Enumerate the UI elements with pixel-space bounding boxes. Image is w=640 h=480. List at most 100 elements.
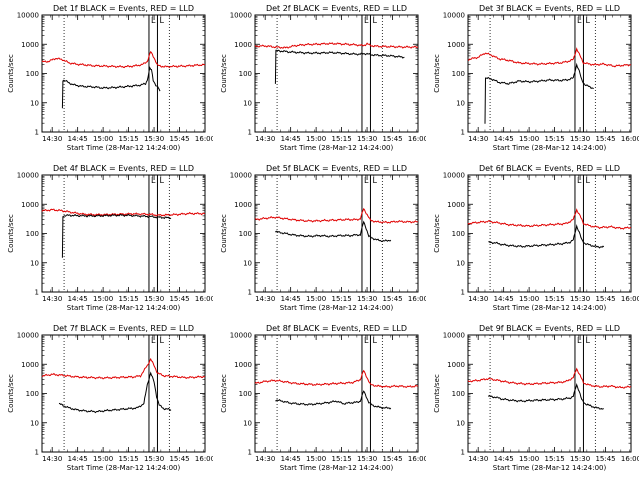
y-tick-label: 100	[452, 230, 465, 238]
plot-frame	[467, 14, 632, 133]
y-tick-label: 1000	[21, 361, 39, 369]
interval-marker-label: L	[151, 16, 156, 25]
lld-series-line	[467, 208, 632, 230]
x-tick-label: 15:45	[382, 135, 402, 143]
chart-panel-4: Det 4f BLACK = Events, RED = LLD 1 10 100 10…	[7, 164, 213, 312]
x-tick-label: 15:15	[545, 135, 565, 143]
x-tick-label: 14:30	[42, 135, 62, 143]
y-axis-label: Counts/sec	[433, 54, 441, 93]
events-series-line	[275, 390, 392, 410]
events-series-line	[275, 220, 392, 242]
y-tick-label: 10	[243, 259, 252, 267]
lld-series-line	[254, 42, 419, 49]
interval-marker-label: L	[364, 16, 369, 25]
x-tick-label: 15:00	[93, 455, 113, 463]
y-tick-label: 1000	[447, 201, 465, 209]
events-series-line	[488, 224, 605, 249]
chart-panel-3: Det 3f BLACK = Events, RED = LLD 1 10 100 10…	[433, 4, 639, 152]
y-tick-label: 10	[30, 419, 39, 427]
interval-marker-label: L	[159, 16, 164, 25]
x-tick-label: 15:30	[144, 295, 164, 303]
lld-series-line	[467, 367, 631, 389]
plot-frame	[254, 174, 419, 293]
chart-title: Det 3f BLACK = Events, RED = LLD	[479, 4, 620, 13]
y-tick-label: 10000	[17, 332, 39, 340]
x-tick-label: 16:00	[621, 455, 639, 463]
chart-panel-2: Det 2f BLACK = Events, RED = LLD 1 10 100 10…	[220, 4, 426, 152]
x-tick-label: 15:30	[144, 135, 164, 143]
interval-marker-label: L	[151, 176, 156, 185]
events-series-line	[61, 213, 172, 258]
chart-title: Det 7f BLACK = Events, RED = LLD	[53, 324, 194, 333]
x-tick-label: 15:15	[119, 295, 139, 303]
y-tick-label: 1000	[234, 361, 252, 369]
x-tick-label: 15:45	[595, 295, 615, 303]
y-tick-label: 10	[456, 259, 465, 267]
y-tick-label: 1	[461, 129, 465, 137]
y-tick-label: 100	[26, 390, 39, 398]
x-tick-label: 14:45	[494, 295, 514, 303]
lld-series-line	[41, 357, 206, 380]
x-tick-label: 16:00	[195, 455, 213, 463]
x-tick-label: 15:45	[595, 135, 615, 143]
y-tick-label: 1	[35, 449, 39, 457]
y-tick-label: 10000	[230, 332, 252, 340]
y-axis-label: Counts/sec	[220, 54, 228, 93]
y-tick-label: 1	[248, 129, 252, 137]
x-tick-label: 15:30	[570, 135, 590, 143]
y-tick-label: 100	[452, 70, 465, 78]
x-tick-label: 16:00	[408, 455, 426, 463]
plot-frame	[254, 334, 419, 453]
interval-marker-label: L	[577, 176, 582, 185]
x-tick-label: 15:15	[332, 295, 352, 303]
x-tick-label: 14:30	[468, 135, 488, 143]
y-tick-label: 10000	[17, 172, 39, 180]
x-tick-label: 14:45	[68, 455, 88, 463]
x-tick-label: 15:15	[332, 455, 352, 463]
y-tick-label: 10000	[443, 12, 465, 20]
x-tick-label: 15:15	[119, 135, 139, 143]
x-tick-label: 14:30	[255, 295, 275, 303]
x-axis-label: Start Time (28-Mar-12 14:24:00)	[493, 304, 607, 312]
interval-marker-label: L	[585, 176, 590, 185]
x-tick-label: 15:45	[382, 455, 402, 463]
plot-frame	[254, 14, 419, 133]
y-tick-label: 1000	[21, 201, 39, 209]
x-tick-label: 15:30	[570, 455, 590, 463]
x-tick-label: 15:45	[169, 135, 189, 143]
plot-frame	[467, 334, 632, 453]
y-axis-label: Counts/sec	[7, 374, 15, 413]
x-axis-label: Start Time (28-Mar-12 14:24:00)	[67, 144, 181, 152]
x-tick-label: 15:45	[169, 455, 189, 463]
x-tick-label: 14:30	[468, 295, 488, 303]
x-tick-label: 14:45	[281, 295, 301, 303]
x-tick-label: 15:45	[169, 295, 189, 303]
y-tick-label: 1	[461, 289, 465, 297]
y-axis-label: Counts/sec	[7, 214, 15, 253]
x-axis-label: Start Time (28-Mar-12 14:24:00)	[280, 464, 394, 472]
y-tick-label: 1000	[447, 41, 465, 49]
x-tick-label: 16:00	[621, 135, 639, 143]
y-axis-label: Counts/sec	[220, 374, 228, 413]
interval-marker-label: L	[372, 16, 377, 25]
interval-marker-label: L	[372, 336, 377, 345]
y-tick-label: 1000	[234, 41, 252, 49]
x-tick-label: 14:45	[494, 455, 514, 463]
y-tick-label: 10	[243, 99, 252, 107]
interval-marker-label: L	[151, 336, 156, 345]
y-tick-label: 100	[239, 390, 252, 398]
x-tick-label: 15:45	[595, 455, 615, 463]
events-series-line	[484, 62, 594, 124]
interval-marker-label: L	[364, 176, 369, 185]
x-tick-label: 15:15	[545, 455, 565, 463]
y-axis-label: Counts/sec	[433, 214, 441, 253]
y-tick-label: 100	[452, 390, 465, 398]
x-tick-label: 14:45	[68, 295, 88, 303]
x-tick-label: 16:00	[195, 135, 213, 143]
events-series-line	[274, 49, 405, 84]
x-tick-label: 15:15	[545, 295, 565, 303]
x-tick-label: 15:30	[357, 135, 377, 143]
chart-title: Det 5f BLACK = Events, RED = LLD	[266, 164, 407, 173]
x-axis-label: Start Time (28-Mar-12 14:24:00)	[67, 464, 181, 472]
